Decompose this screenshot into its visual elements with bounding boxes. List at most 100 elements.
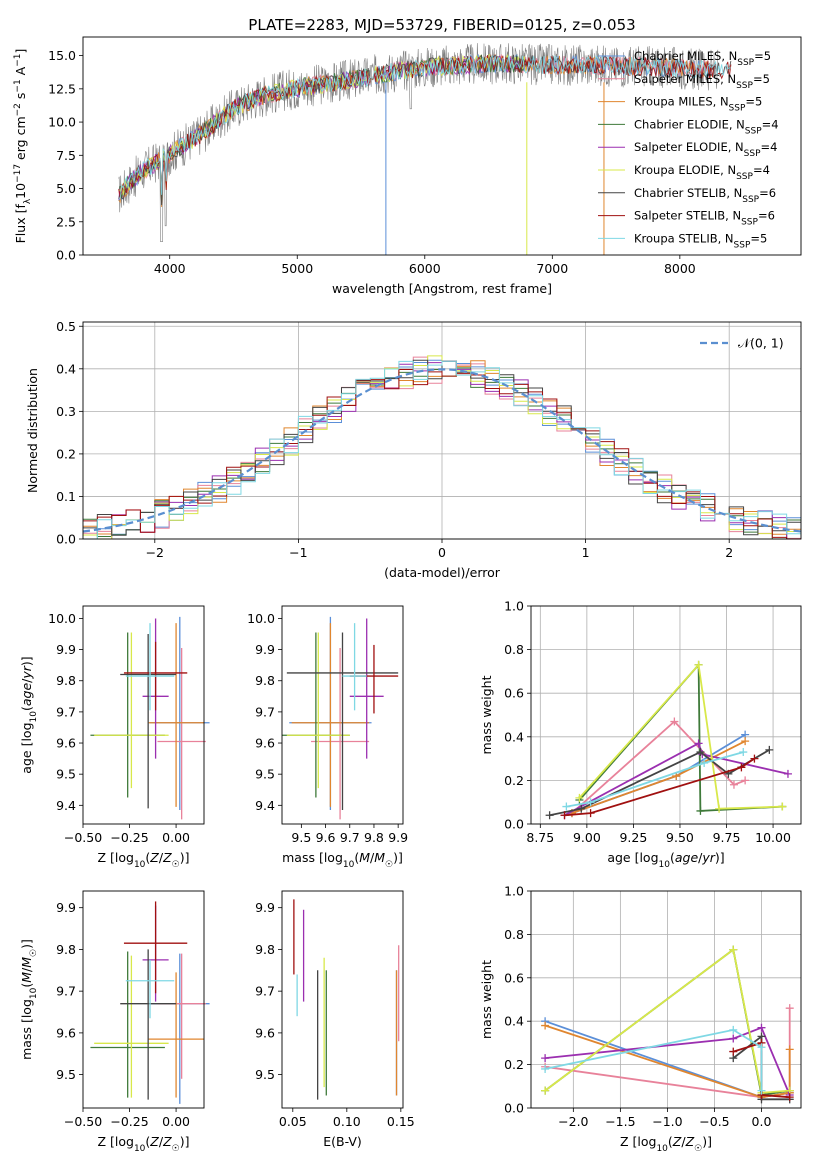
y-tick-label: 9.6: [255, 1025, 275, 1040]
data-point-marker: [575, 793, 584, 802]
x-tick-label: 0.00: [162, 1114, 190, 1129]
data-point-marker: [541, 1021, 550, 1030]
y-tick-label: 0.5: [56, 319, 76, 334]
residual-histogram: [83, 360, 801, 540]
model-spectrum-line: [118, 54, 527, 200]
y-tick-label: 0.4: [56, 361, 76, 376]
data-point-marker: [715, 804, 724, 813]
data-point-marker: [785, 1004, 794, 1013]
x-tick-label: −2: [146, 545, 164, 560]
legend-label: Chabrier MILES, NSSP=5: [634, 49, 771, 68]
y-tick-label: 0.8: [504, 927, 524, 942]
plot-area: [282, 616, 399, 820]
data-point-marker: [785, 1093, 794, 1102]
plot-area: [82, 355, 802, 540]
mass-weight-line: [564, 757, 755, 817]
y-tick-label: 1.0: [504, 599, 524, 614]
data-point-marker: [757, 1023, 766, 1032]
mass-weight-line: [544, 1024, 791, 1099]
y-tick-label: 0.2: [504, 1057, 524, 1072]
y-tick-label: 9.6: [255, 736, 275, 751]
data-point-marker: [541, 1086, 550, 1095]
axes-frame: [82, 36, 802, 256]
legend-label: Kroupa MILES, NSSP=5: [634, 95, 762, 114]
data-point-marker: [765, 745, 774, 754]
y-tick-label: 0.6: [504, 970, 524, 985]
y-tick-label: 0.4: [504, 729, 524, 744]
mass-weight-line: [545, 1026, 791, 1096]
x-tick-label: 10.00: [755, 830, 791, 845]
y-tick-label: 9.6: [56, 1025, 76, 1040]
axes-frame: [82, 605, 205, 825]
data-point-marker: [586, 809, 595, 818]
legend-label: Salpeter STELIB, NSSP=6: [634, 209, 775, 228]
y-tick-label: 9.7: [56, 704, 76, 719]
x-axis-label: Z [log10(Z/Z☉)]: [97, 850, 189, 870]
axes-frame: [281, 605, 404, 825]
y-tick-label: 9.8: [56, 942, 76, 957]
axes-frame: [530, 890, 802, 1109]
x-tick-label: 0: [438, 545, 446, 560]
y-axis-label: Normed distribution: [25, 368, 40, 493]
data-point-marker: [577, 804, 586, 813]
x-tick-label: −1: [289, 545, 307, 560]
y-tick-label: 9.5: [255, 1067, 275, 1082]
data-point-marker: [729, 1034, 738, 1043]
x-axis-label: (data-model)/error: [384, 565, 501, 580]
y-axis-label: mass weight: [479, 675, 494, 754]
y-tick-label: 9.5: [56, 1067, 76, 1082]
x-tick-label: −0.50: [64, 830, 102, 845]
mass-weight-line: [544, 1028, 763, 1091]
panel-massweight_vs_age: 8.75 9.00 9.25 9.50 9.75 10.00 0.0 0.2 0.4 0.6 0.8…: [479, 599, 802, 870]
panel-massweight_vs_Z: −2.0 −1.5 −1.0 −0.5 0.0 0.0 0.2 0.4 0.6 0.8 1.0 Z […: [479, 884, 802, 1154]
plot-area: [293, 899, 400, 1100]
plot-area: [90, 616, 210, 820]
x-axis-label: age [log10(age/yr)]: [607, 850, 724, 870]
x-axis-label: wavelength [Angstrom, rest frame]: [332, 281, 552, 296]
data-point-marker: [545, 811, 554, 820]
data-point-marker: [696, 748, 705, 757]
data-point-marker: [586, 798, 595, 807]
data-point-marker: [729, 780, 738, 789]
x-tick-label: −2.0: [558, 1114, 588, 1129]
legend-label: Salpeter MILES, NSSP=5: [634, 72, 770, 91]
x-axis-label: Z [log10(Z/Z☉)]: [97, 1134, 189, 1154]
data-point-marker: [778, 802, 787, 811]
y-tick-label: 1.0: [504, 884, 524, 899]
y-tick-label: 9.7: [56, 984, 76, 999]
x-tick-label: 9.7: [340, 830, 360, 845]
axes-frame: [530, 605, 802, 825]
y-tick-label: 9.9: [255, 642, 275, 657]
figure-title: PLATE=2283, MJD=53729, FIBERID=0125, z=0…: [248, 16, 635, 34]
y-tick-label: 10.0: [48, 115, 76, 130]
plot-area: [118, 43, 732, 255]
panel-age_vs_Z: −0.50 −0.25 0.00 9.4 9.5 9.6 9.7 9.8 9.9 10.0 Z [l…: [19, 605, 210, 870]
data-point-marker: [560, 811, 569, 820]
x-tick-label: 0.0: [752, 1114, 772, 1129]
x-tick-label: 6000: [409, 261, 441, 276]
y-tick-label: 9.5: [255, 767, 275, 782]
y-axis-label: mass weight: [479, 960, 494, 1039]
data-point-marker: [750, 754, 759, 763]
data-point-marker: [729, 945, 738, 954]
x-tick-label: 9.5: [291, 830, 311, 845]
y-tick-label: 15.0: [48, 48, 76, 63]
y-tick-label: 0.6: [504, 686, 524, 701]
x-tick-label: 0.00: [162, 830, 190, 845]
x-tick-label: 8.75: [526, 830, 554, 845]
mass-weight-line: [566, 751, 744, 808]
data-point-marker: [541, 1054, 550, 1063]
y-tick-label: 0.0: [56, 532, 76, 547]
data-point-marker: [737, 763, 746, 772]
plot-area: [541, 945, 794, 1104]
legend-label: Chabrier ELODIE, NSSP=4: [634, 117, 779, 136]
y-axis-label: mass [log10(M/M☉)]: [19, 939, 39, 1060]
y-tick-label: 0.0: [56, 248, 76, 263]
data-point-marker: [562, 802, 571, 811]
x-tick-label: −1.0: [652, 1114, 682, 1129]
data-point-marker: [757, 1086, 766, 1095]
y-tick-label: 9.8: [255, 942, 275, 957]
x-tick-label: 9.25: [619, 830, 647, 845]
data-point-marker: [783, 769, 792, 778]
data-point-marker: [670, 717, 679, 726]
